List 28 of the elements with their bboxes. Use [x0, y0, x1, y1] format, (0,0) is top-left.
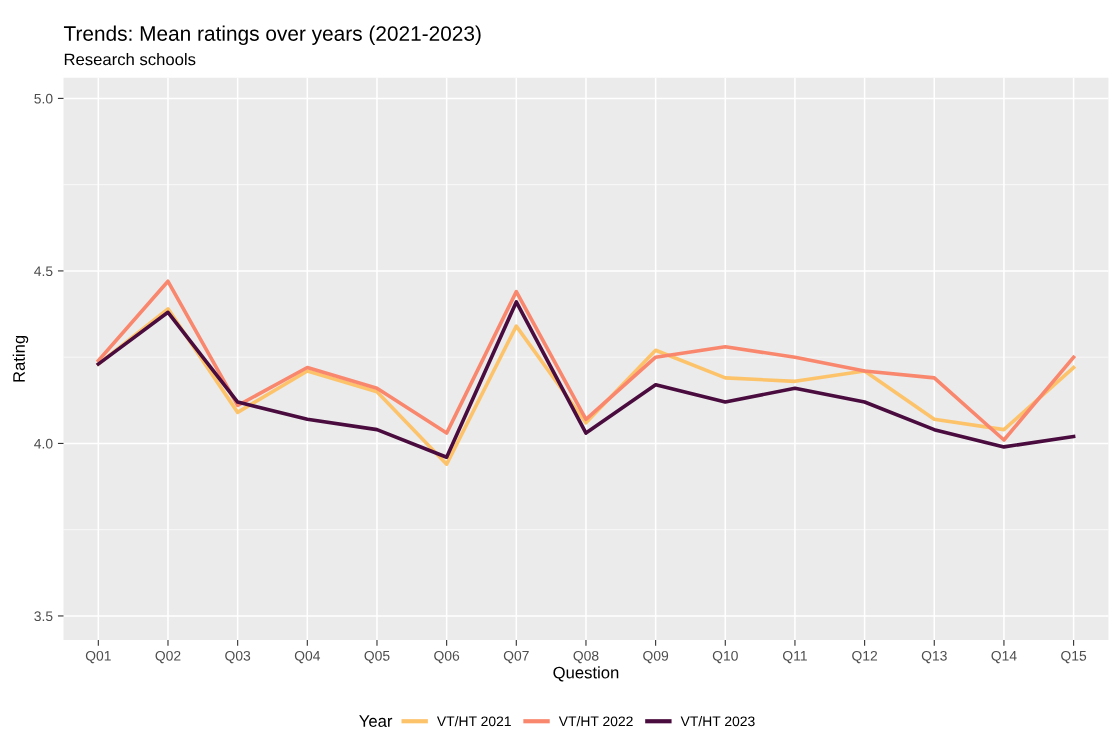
- y-tick-label: 3.5: [34, 611, 53, 622]
- x-tick-label: Q03: [225, 650, 251, 664]
- legend-label: VT/HT 2022: [558, 716, 633, 727]
- x-tick-label: Q01: [85, 650, 111, 664]
- legend-label: VT/HT 2021: [436, 716, 511, 727]
- legend-title: Year: [359, 715, 393, 727]
- x-tick-label: Q14: [991, 650, 1017, 664]
- x-tick-label: Q07: [503, 650, 529, 664]
- x-axis-title: Question: [553, 666, 619, 682]
- x-tick-label: Q02: [155, 650, 181, 664]
- line-series: [96, 279, 1076, 442]
- x-tick-label: Q11: [783, 650, 807, 664]
- x-tick-label: Q06: [434, 650, 460, 664]
- x-tick-label: Q09: [643, 650, 669, 664]
- x-tick-label: Q12: [852, 650, 878, 664]
- y-tick-label: 4.0: [34, 438, 53, 449]
- chart-title: Trends: Mean ratings over years (2021-2023): [63, 25, 481, 46]
- x-tick-label: Q05: [364, 650, 390, 664]
- x-tick-label: Q04: [294, 650, 321, 664]
- x-tick-label: Q08: [573, 650, 599, 664]
- x-tick-label: Q10: [712, 650, 738, 664]
- x-tick-label: Q15: [1061, 650, 1087, 664]
- y-tick-label: 4.5: [34, 266, 53, 277]
- y-axis-title: Rating: [12, 335, 29, 382]
- legend-label: VT/HT 2023: [680, 716, 755, 727]
- x-tick-label: Q13: [921, 650, 947, 664]
- chart-subtitle: Research schools: [64, 53, 196, 66]
- y-tick-label: 5.0: [34, 93, 53, 104]
